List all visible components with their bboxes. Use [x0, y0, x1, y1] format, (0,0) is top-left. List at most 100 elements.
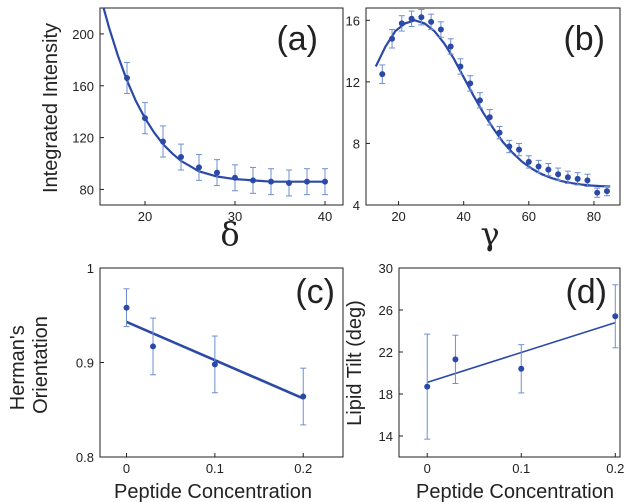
data-point	[525, 158, 532, 165]
x-axis-label: Peptide Concentration	[416, 481, 614, 502]
fit-line	[374, 19, 611, 188]
data-point	[418, 14, 425, 21]
panel-label: (a)	[276, 20, 318, 58]
y-tick-label: 160	[72, 79, 94, 94]
data-point	[178, 154, 184, 161]
data-point	[424, 383, 431, 390]
data-point	[564, 174, 571, 181]
data-point	[457, 63, 464, 70]
x-axis-label: γ	[480, 215, 499, 253]
y-tick-label: 80	[80, 182, 94, 197]
data-point	[322, 178, 328, 185]
panel-label: (d)	[565, 273, 607, 311]
y-tick-label: 18	[379, 387, 393, 402]
data-point	[574, 175, 581, 182]
data-series-b	[374, 9, 611, 198]
data-point	[142, 115, 148, 122]
data-point	[518, 365, 525, 372]
x-tick-label: 40	[456, 209, 470, 224]
y-axis-label: Herman's Orientation	[7, 316, 52, 414]
x-tick-label: 60	[522, 209, 536, 224]
data-point	[516, 146, 523, 153]
x-axis-ticks: 0 0.1 0.2	[424, 453, 624, 476]
y-axis-label-line: Herman's	[7, 325, 29, 410]
y-tick-label: 12	[346, 75, 360, 90]
plot-frame	[398, 267, 621, 458]
x-tick-label: 30	[228, 209, 242, 224]
y-axis-label: Lipid Tilt (deg)	[344, 300, 366, 426]
data-point	[160, 138, 166, 145]
x-tick-label: 40	[318, 209, 332, 224]
data-point	[452, 356, 459, 363]
y-tick-label: 0.9	[76, 356, 94, 371]
y-tick-label: 26	[379, 303, 393, 318]
data-point	[196, 164, 202, 171]
x-tick-label: 0	[424, 461, 431, 476]
y-tick-label: 14	[379, 429, 393, 444]
data-point	[408, 15, 415, 22]
y-axis-label: Integrated Intensity	[40, 23, 62, 193]
x-axis-ticks: 20 30 40	[138, 201, 332, 224]
x-tick-label: 0.2	[606, 461, 624, 476]
y-tick-label: 8	[353, 136, 360, 151]
data-point	[555, 171, 562, 178]
data-point	[379, 71, 386, 78]
data-point	[300, 393, 307, 400]
data-point	[447, 43, 454, 50]
data-point	[286, 179, 292, 186]
x-axis-ticks: 20 40 60 80	[391, 201, 601, 224]
data-point	[389, 35, 396, 42]
y-tick-label: 16	[346, 13, 360, 28]
y-axis-ticks: 0.8 0.9 1	[76, 261, 104, 465]
panel-label: (c)	[295, 273, 335, 311]
x-axis-label: δ	[220, 215, 239, 253]
data-point	[437, 26, 444, 33]
y-tick-label: 0.8	[76, 450, 94, 465]
data-point	[123, 304, 130, 311]
x-tick-label: 80	[587, 209, 601, 224]
data-point	[398, 20, 405, 27]
y-axis-ticks: 4 8 12 16	[346, 13, 370, 213]
y-tick-label: 4	[353, 198, 360, 213]
x-tick-label: 0.1	[512, 461, 530, 476]
y-axis-ticks: 80 120 160 200	[72, 27, 104, 197]
data-point	[268, 178, 274, 185]
y-tick-label: 22	[379, 345, 393, 360]
panel-label: (b)	[563, 20, 605, 58]
plot-frame	[99, 7, 344, 206]
x-axis-ticks: 0 0.1 0.2	[123, 453, 312, 476]
data-point	[486, 114, 493, 121]
y-tick-label: 1	[87, 261, 94, 276]
data-point	[232, 174, 238, 181]
y-axis-label-line: Orientation	[30, 316, 52, 414]
data-point	[603, 188, 610, 195]
data-point	[250, 177, 256, 184]
data-point	[214, 169, 220, 176]
data-point	[304, 178, 310, 185]
y-tick-label: 200	[72, 27, 94, 42]
data-point	[584, 177, 591, 184]
data-point	[467, 80, 474, 87]
x-tick-label: 0.2	[294, 461, 312, 476]
x-tick-label: 0	[123, 461, 130, 476]
data-point	[506, 143, 513, 150]
data-point	[428, 18, 435, 25]
x-tick-label: 20	[391, 209, 405, 224]
x-axis-label: Peptide Concentration	[114, 481, 312, 502]
y-axis-ticks: 14 18 22 26 30	[379, 261, 403, 444]
panel-b: 20 40 60 80 4 8 12 16 (b) γ	[346, 7, 621, 253]
data-point	[612, 313, 619, 320]
data-point	[124, 74, 130, 81]
data-point	[211, 361, 218, 368]
data-point	[545, 166, 552, 173]
data-point	[594, 189, 601, 196]
x-tick-label: 0.1	[206, 461, 224, 476]
data-point	[496, 129, 503, 136]
y-tick-label: 120	[72, 131, 94, 146]
data-series-d	[424, 284, 619, 440]
data-point	[476, 97, 483, 104]
data-series-c	[123, 288, 307, 426]
data-point	[150, 343, 157, 350]
